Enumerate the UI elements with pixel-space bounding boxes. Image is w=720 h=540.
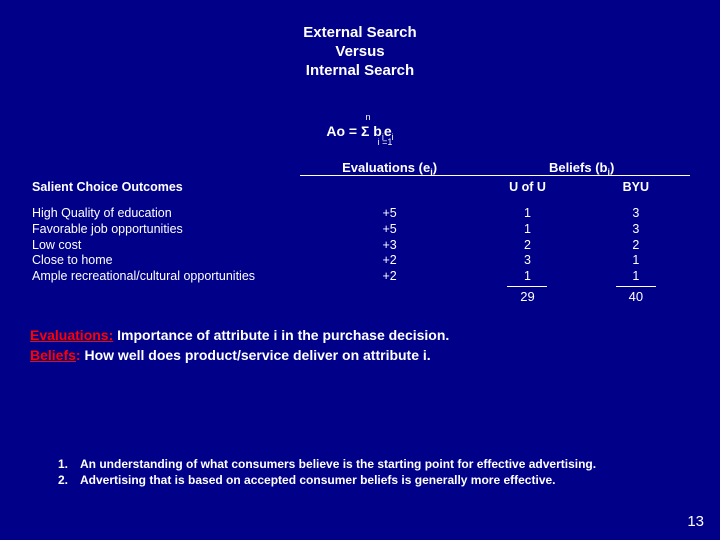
outcome-name: Ample recreational/cultural opportunitie… <box>30 269 306 285</box>
outcome-eval: +3 <box>306 238 473 254</box>
def-eval-text: Importance of attribute i in the purchas… <box>113 327 449 343</box>
table-row: Favorable job opportunities +5 1 3 <box>30 222 690 238</box>
outcome-name: Close to home <box>30 253 306 269</box>
slide: External Search Versus Internal Search n… <box>0 0 720 540</box>
beliefs-underline <box>470 175 690 176</box>
outcome-u: 1 <box>473 269 581 285</box>
table-body: High Quality of education +5 1 3 Favorab… <box>30 206 690 284</box>
outcome-eval: +2 <box>306 269 473 285</box>
outcome-u: 1 <box>473 206 581 222</box>
table-header-row-2: Salient Choice Outcomes U of U BYU <box>30 180 690 194</box>
note-num-1: 1. <box>40 456 68 472</box>
def-beliefs: Beliefs: How well does product/service d… <box>30 346 690 366</box>
table-row: High Quality of education +5 1 3 <box>30 206 690 222</box>
slide-title: External Search Versus Internal Search <box>30 24 690 80</box>
outcome-byu: 2 <box>582 238 690 254</box>
outcome-name: Favorable job opportunities <box>30 222 306 238</box>
data-table: Evaluations (ei) Beliefs (bi) Salient Ch… <box>30 160 690 304</box>
formula-under: i =1 <box>55 137 715 147</box>
beliefs-header: Beliefs (bi) <box>549 160 614 175</box>
outcome-byu: 1 <box>582 253 690 269</box>
formula-n: n <box>365 112 370 122</box>
title-line-2: Versus <box>30 43 690 62</box>
outcome-name: Low cost <box>30 238 306 254</box>
title-line-1: External Search <box>30 24 690 43</box>
outcome-eval: +5 <box>306 206 473 222</box>
eval-header: Evaluations (ei) <box>342 160 437 175</box>
sum-line-byu <box>616 286 656 287</box>
outcome-name: High Quality of education <box>30 206 306 222</box>
sum-row: 29 40 <box>30 289 690 304</box>
outcome-byu: 3 <box>582 222 690 238</box>
note-text-2: Advertising that is based on accepted co… <box>80 472 680 488</box>
note-num-2: 2. <box>40 472 68 488</box>
outcomes-header: Salient Choice Outcomes <box>30 180 306 194</box>
def-evaluations: Evaluations: Importance of attribute i i… <box>30 326 690 346</box>
table-row: Low cost +3 2 2 <box>30 238 690 254</box>
table-row: Ample recreational/cultural opportunitie… <box>30 269 690 285</box>
outcome-u: 3 <box>473 253 581 269</box>
table-header-underline <box>30 175 690 178</box>
col-u-header: U of U <box>473 180 581 194</box>
footnote-numbers: 1. 2. <box>40 456 80 488</box>
footnote-text: An understanding of what consumers belie… <box>80 456 680 488</box>
page-number: 13 <box>687 513 704 530</box>
table-row: Close to home +2 3 1 <box>30 253 690 269</box>
definitions: Evaluations: Importance of attribute i i… <box>30 326 690 365</box>
outcome-u: 2 <box>473 238 581 254</box>
eval-underline <box>300 175 470 176</box>
sum-line-u <box>507 286 547 287</box>
def-beliefs-label: Beliefs <box>30 347 76 363</box>
def-eval-label: Evaluations: <box>30 327 113 343</box>
outcome-byu: 3 <box>582 206 690 222</box>
outcome-eval: +5 <box>306 222 473 238</box>
outcome-u: 1 <box>473 222 581 238</box>
footnotes: 1. 2. An understanding of what consumers… <box>40 456 680 488</box>
note-text-1: An understanding of what consumers belie… <box>80 456 680 472</box>
title-line-3: Internal Search <box>30 62 690 81</box>
outcome-eval: +2 <box>306 253 473 269</box>
table-header-row-1: Evaluations (ei) Beliefs (bi) <box>30 160 690 175</box>
formula: n Ao = Σ biei i =1 <box>30 108 690 148</box>
col-byu-header: BYU <box>582 180 690 194</box>
outcome-byu: 1 <box>582 269 690 285</box>
sum-u: 29 <box>473 289 581 304</box>
def-beliefs-text: How well does product/service deliver on… <box>81 347 431 363</box>
sum-byu: 40 <box>582 289 690 304</box>
